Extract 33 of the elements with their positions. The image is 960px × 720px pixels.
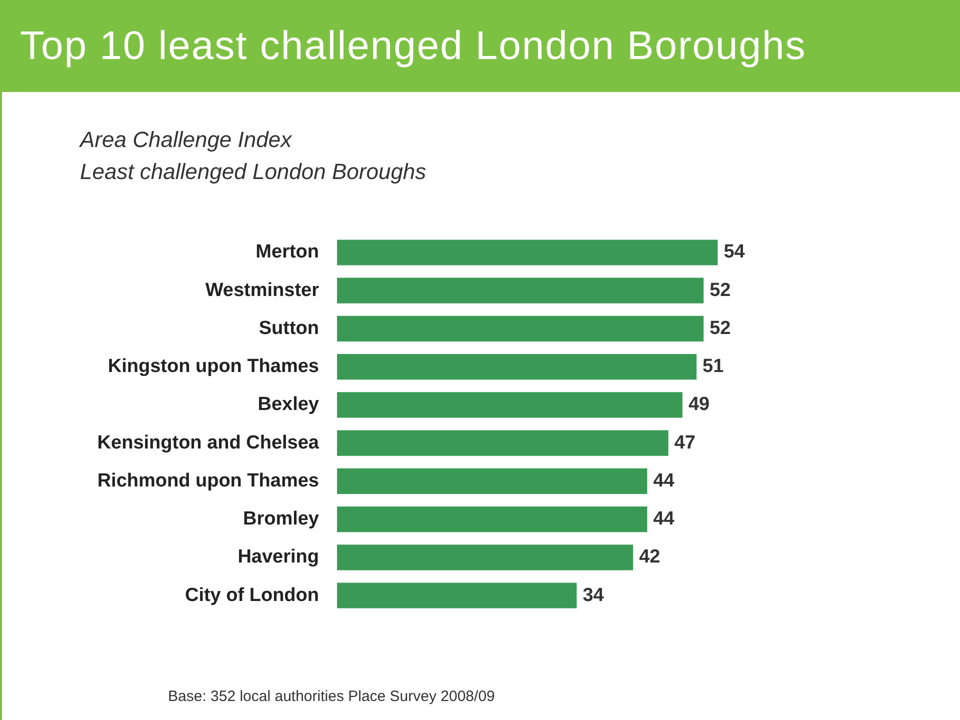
bar	[337, 354, 697, 380]
data-label: 52	[710, 318, 731, 339]
bar	[337, 430, 668, 456]
chart-subtitle: Area Challenge Index Least challenged London Boroughs	[80, 126, 426, 186]
y-tick-label: Sutton	[258, 318, 319, 339]
y-tick-label: City of London	[184, 584, 319, 606]
text: Base: 352 local authorities Place Survey 2008/09	[168, 688, 495, 705]
data-label: 54	[724, 242, 746, 263]
y-tick-label: Richmond upon Thames	[97, 470, 319, 492]
y-tick-label: Bexley	[258, 394, 320, 416]
data-label: 47	[674, 432, 696, 454]
bar	[337, 544, 634, 570]
data-label: 44	[653, 470, 675, 492]
y-tick-label: Kingston upon Thames	[108, 356, 319, 378]
y-tick-label: Merton	[256, 242, 319, 263]
y-tick-label: Kensington and Chelsea	[97, 432, 320, 454]
bar	[337, 506, 648, 532]
bar	[337, 392, 682, 418]
bar	[337, 278, 704, 304]
chart-title: Top 10 least challenged London Boroughs	[20, 24, 806, 68]
bar	[337, 468, 648, 494]
data-label: 34	[582, 584, 604, 606]
y-tick-label: Westminster	[205, 280, 320, 301]
y-tick-label: Bromley	[242, 508, 320, 530]
y-tick-label: Havering	[238, 546, 319, 568]
bar	[337, 240, 718, 266]
bar	[337, 582, 577, 608]
data-label: 49	[688, 394, 710, 416]
bar	[337, 316, 704, 342]
data-label: 44	[653, 508, 675, 530]
data-label: 42	[639, 546, 660, 568]
data-label: 51	[702, 356, 724, 378]
data-label: 52	[710, 280, 731, 301]
